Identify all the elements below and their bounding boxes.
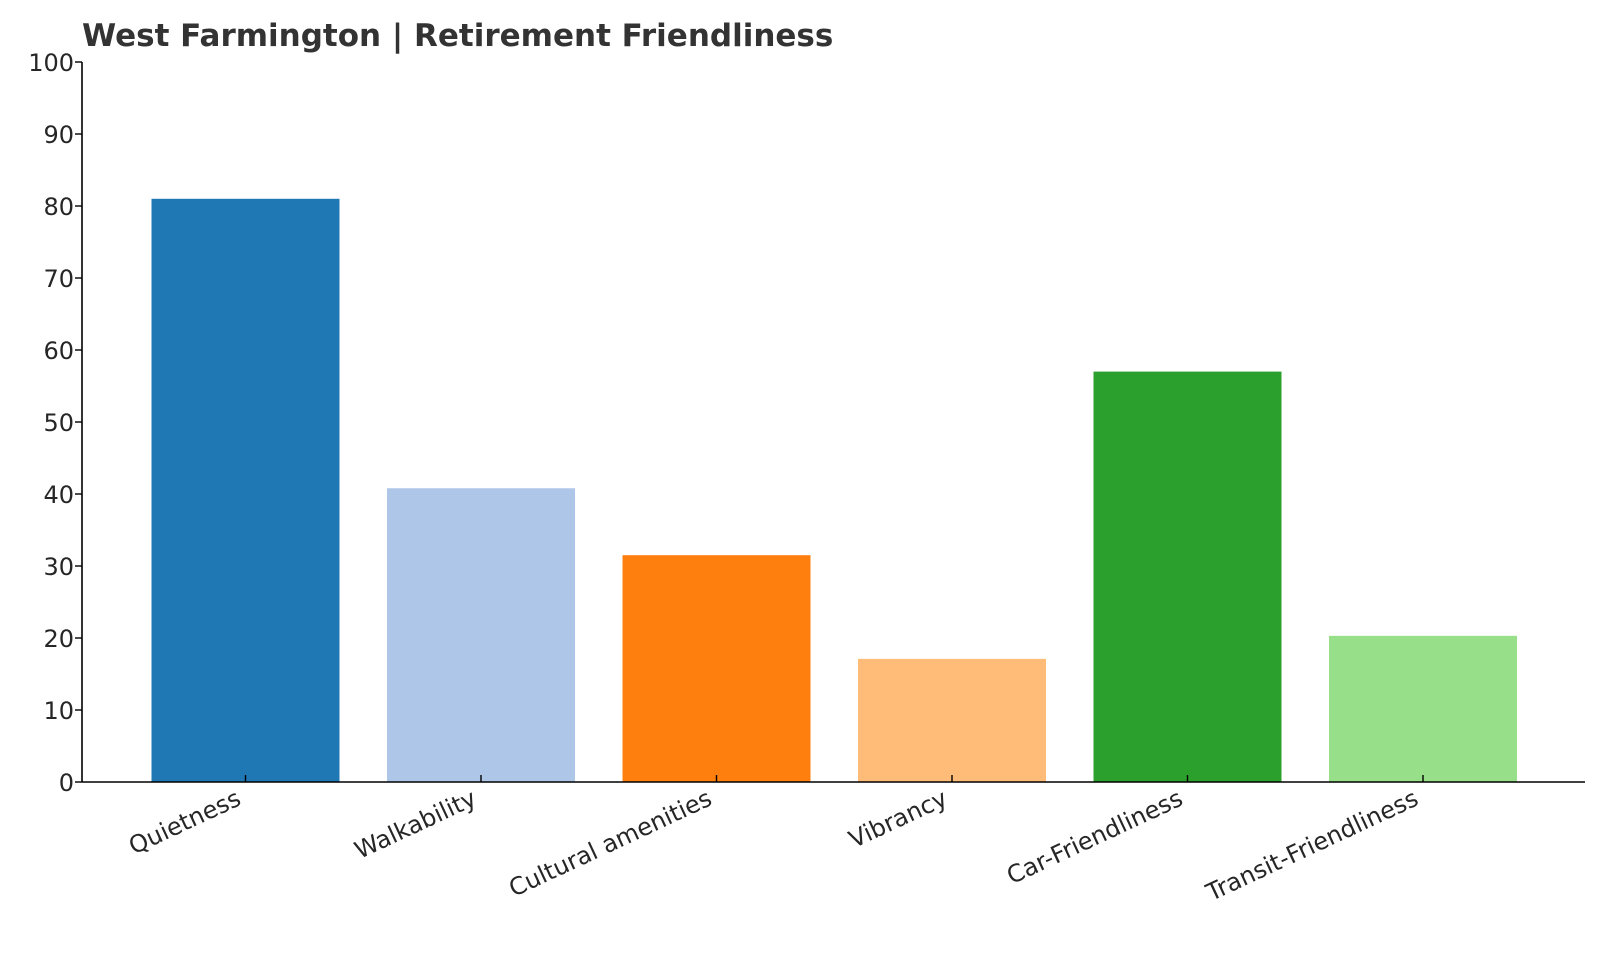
y-tick-label: 90 [43,121,74,149]
x-tick-label: Quietness [125,784,246,860]
y-tick-label: 40 [43,481,74,509]
x-tick-label: Car-Friendliness [1002,784,1187,890]
bar-transit-friendliness [1329,635,1517,782]
y-tick-label: 10 [43,697,74,725]
y-tick-label: 60 [43,337,74,365]
y-tick-label: 30 [43,553,74,581]
y-tick-label: 0 [59,769,74,797]
x-tick-label: Transit-Friendliness [1201,784,1422,907]
chart-title: West Farmington | Retirement Friendlines… [82,18,834,54]
bar-car-friendliness [1093,371,1282,782]
x-tick-label: Vibrancy [845,784,952,854]
bar-quietness [151,198,340,783]
bar-cultural-amenities [622,555,811,782]
bar-walkability [387,488,575,782]
y-tick-label: 20 [43,625,74,653]
bars-layer [151,198,1517,783]
y-tick-label: 80 [43,193,74,221]
x-tick-label: Walkability [350,784,480,865]
y-axis: 0 10 20 30 40 50 60 70 80 90 100 [28,49,83,797]
x-axis: Quietness Walkability Cultural amenities Vi… [82,775,1585,907]
y-tick-label: 70 [43,265,74,293]
bar-vibrancy [858,658,1046,782]
y-tick-label: 100 [28,49,74,77]
y-tick-label: 50 [43,409,74,437]
x-tick-label: Cultural amenities [505,784,716,902]
